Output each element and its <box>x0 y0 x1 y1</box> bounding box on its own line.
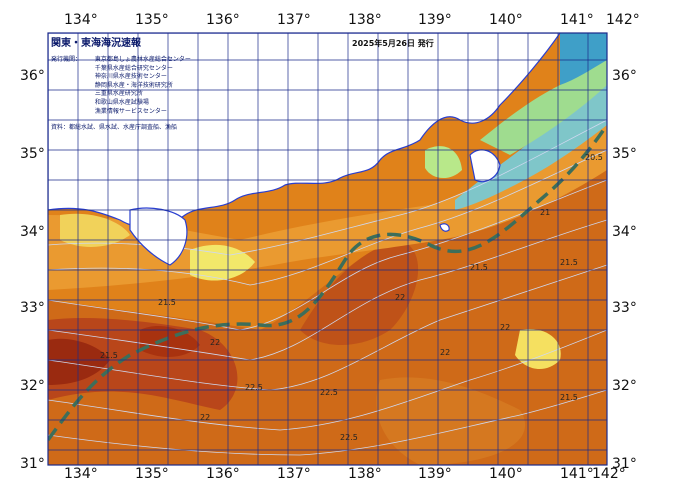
issuer-item: 漁業情報サービスセンター <box>94 107 167 115</box>
lat-label-left: 34° <box>20 224 45 240</box>
lon-label-top: 135° <box>135 12 169 28</box>
contour-label: 22 <box>500 323 510 332</box>
lon-label-bottom: 136° <box>206 466 240 482</box>
issuer-item: 和歌山県水産試験場 <box>94 98 149 106</box>
lon-label-top: 141° <box>560 12 594 28</box>
lon-label-bottom: 137° <box>277 466 311 482</box>
lon-label-top: 137° <box>277 12 311 28</box>
cool-zone-north <box>560 33 607 85</box>
lon-label-top: 138° <box>348 12 382 28</box>
contour-label: 21.5 <box>560 393 578 402</box>
lat-label-right: 34° <box>612 224 637 240</box>
issuer-item: 神奈川県水産技術センター <box>94 73 167 81</box>
contour-value-labels: 21.5 21.5 22 22.5 22.5 22 21.5 21 20.5 2… <box>100 153 603 442</box>
issuer-item: 千葉県水産総合研究センター <box>94 64 173 72</box>
contour-label: 22 <box>395 293 405 302</box>
lon-label-top: 134° <box>64 12 98 28</box>
green-zone-bay <box>425 146 462 179</box>
contour-label: 21.5 <box>560 258 578 267</box>
issuer-item: 東京都島しょ農林水産総合センター <box>94 56 191 63</box>
contour-label: 22.5 <box>340 433 358 442</box>
land-izu-oshima <box>439 223 450 232</box>
lon-label-top: 142° <box>606 12 640 28</box>
lon-label-bottom: 140° <box>489 466 523 482</box>
issuer-item: 静岡県水産・海洋技術研究所 <box>94 81 173 89</box>
lat-label-right: 31° <box>612 456 637 472</box>
contour-label: 22 <box>200 413 210 422</box>
contour-label: 22 <box>210 338 220 347</box>
lon-label-top: 139° <box>418 12 452 28</box>
contour-label: 21.5 <box>100 351 118 360</box>
lon-label-top: 140° <box>489 12 523 28</box>
lat-label-right: 33° <box>612 300 637 316</box>
lat-label-left: 31° <box>20 456 45 472</box>
lon-label-bottom: 134° <box>64 466 98 482</box>
contour-label: 20.5 <box>585 153 603 162</box>
land-masses <box>48 33 561 266</box>
hot-band-center <box>300 240 419 345</box>
lat-label-right: 36° <box>612 68 637 84</box>
contour-label: 22 <box>440 348 450 357</box>
lat-label-right: 35° <box>612 146 637 162</box>
mild-zone-coast <box>48 110 607 290</box>
lat-label-left: 33° <box>20 300 45 316</box>
lat-label-left: 32° <box>20 378 45 394</box>
contour-label: 22.5 <box>320 388 338 397</box>
contour-label: 22.5 <box>245 383 263 392</box>
issuer-item: 三重県水産研究所 <box>94 90 143 98</box>
graticule <box>48 33 607 465</box>
lat-label-left: 36° <box>20 68 45 84</box>
lon-label-bottom: 139° <box>418 466 452 482</box>
yellow-zone-east <box>515 329 561 370</box>
issuers-label: 発行機関： <box>51 56 82 63</box>
map-title: 関東・東海海況速報 <box>51 38 141 49</box>
lat-label-right: 32° <box>612 378 637 394</box>
lon-label-bottom: 142° <box>592 466 626 482</box>
lon-label-bottom: 138° <box>348 466 382 482</box>
contour-label: 21.5 <box>470 263 488 272</box>
yellow-zone-west <box>60 213 130 247</box>
lon-label-bottom: 135° <box>135 466 169 482</box>
issue-date: 2025年5月26日 発行 <box>352 39 434 48</box>
issuers-list: 東京都島しょ農林水産総合センター 千葉県水産総合研究センター 神奈川県水産技術セ… <box>95 56 191 116</box>
contour-label: 21 <box>540 208 550 217</box>
map-frame <box>47 32 608 466</box>
hot-core <box>48 338 110 385</box>
kuroshio-axis-line <box>48 124 607 442</box>
lat-label-left: 35° <box>20 146 45 162</box>
sources-note: 資料：都総水試、県水試、水産庁調査船、漁船 <box>51 124 178 131</box>
lon-label-top: 136° <box>206 12 240 28</box>
issuers-block: 発行機関： 東京都島しょ農林水産総合センター 千葉県水産総合研究センター 神奈川… <box>51 56 191 116</box>
contour-label: 21.5 <box>158 298 176 307</box>
lon-label-bottom: 141° <box>560 466 594 482</box>
